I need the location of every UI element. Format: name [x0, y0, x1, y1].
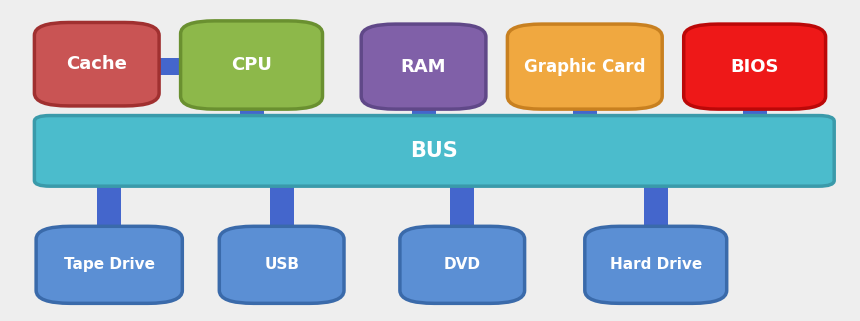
FancyBboxPatch shape: [585, 226, 727, 303]
FancyBboxPatch shape: [159, 58, 181, 75]
Text: Tape Drive: Tape Drive: [64, 257, 155, 272]
FancyBboxPatch shape: [181, 21, 322, 109]
FancyBboxPatch shape: [219, 226, 344, 303]
Text: RAM: RAM: [401, 57, 446, 76]
Text: BUS: BUS: [410, 141, 458, 161]
FancyBboxPatch shape: [684, 24, 826, 109]
FancyBboxPatch shape: [361, 24, 486, 109]
FancyBboxPatch shape: [240, 21, 264, 116]
FancyBboxPatch shape: [34, 116, 834, 186]
FancyBboxPatch shape: [400, 226, 525, 303]
FancyBboxPatch shape: [270, 186, 294, 226]
FancyBboxPatch shape: [573, 24, 597, 116]
FancyBboxPatch shape: [743, 24, 767, 116]
FancyBboxPatch shape: [97, 186, 121, 226]
Text: BIOS: BIOS: [730, 57, 779, 76]
FancyBboxPatch shape: [450, 186, 474, 226]
FancyBboxPatch shape: [412, 24, 436, 116]
Text: CPU: CPU: [231, 56, 272, 74]
Text: USB: USB: [264, 257, 299, 272]
FancyBboxPatch shape: [644, 186, 668, 226]
Text: Hard Drive: Hard Drive: [610, 257, 702, 272]
Text: Cache: Cache: [66, 55, 127, 73]
FancyBboxPatch shape: [36, 226, 182, 303]
FancyBboxPatch shape: [507, 24, 662, 109]
Text: Graphic Card: Graphic Card: [524, 57, 646, 76]
Text: DVD: DVD: [444, 257, 481, 272]
FancyBboxPatch shape: [34, 22, 159, 106]
